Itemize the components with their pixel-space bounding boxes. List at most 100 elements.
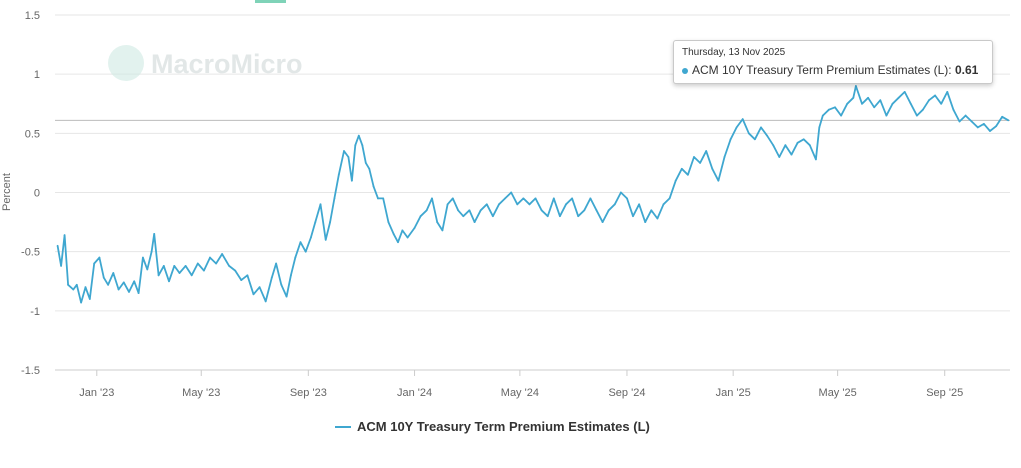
data-point bbox=[280, 283, 283, 286]
data-point bbox=[157, 274, 160, 277]
data-point bbox=[150, 250, 153, 253]
data-point bbox=[846, 102, 849, 105]
data-point bbox=[146, 268, 149, 271]
data-point bbox=[510, 191, 513, 194]
data-point bbox=[946, 91, 949, 93]
data-point bbox=[93, 262, 96, 265]
data-point bbox=[413, 227, 416, 229]
y-tick-label: 0 bbox=[34, 188, 40, 200]
data-point bbox=[528, 203, 531, 206]
data-point bbox=[552, 197, 555, 200]
data-point bbox=[354, 144, 357, 147]
data-point bbox=[855, 85, 857, 87]
data-point bbox=[711, 167, 714, 170]
data-point bbox=[56, 244, 59, 247]
data-point bbox=[133, 280, 136, 283]
data-point bbox=[964, 114, 967, 117]
data-point bbox=[173, 264, 176, 267]
data-point bbox=[814, 158, 817, 161]
data-point bbox=[387, 221, 390, 223]
data-point bbox=[821, 114, 824, 117]
data-point bbox=[686, 173, 689, 176]
data-point bbox=[891, 102, 894, 105]
data-point bbox=[350, 179, 353, 182]
data-point bbox=[699, 162, 701, 164]
data-point bbox=[498, 203, 500, 206]
data-point bbox=[102, 276, 105, 279]
data-point bbox=[401, 229, 404, 232]
legend-item-acm-10y[interactable]: ACM 10Y Treasury Term Premium Estimates … bbox=[335, 419, 650, 434]
data-point bbox=[940, 102, 943, 105]
data-point bbox=[128, 291, 130, 293]
data-point bbox=[589, 197, 592, 200]
data-point bbox=[275, 262, 278, 265]
data-point bbox=[747, 132, 750, 135]
data-point bbox=[468, 209, 471, 212]
y-axis-label: Percent bbox=[1, 173, 13, 211]
data-point bbox=[861, 102, 863, 105]
data-point bbox=[784, 144, 787, 147]
data-point bbox=[559, 215, 561, 218]
data-point bbox=[952, 108, 955, 111]
data-point bbox=[347, 156, 350, 158]
data-point bbox=[565, 203, 567, 206]
data-point bbox=[516, 203, 519, 206]
data-point bbox=[361, 144, 364, 147]
tooltip-row: ACM 10Y Treasury Term Premium Estimates … bbox=[682, 62, 984, 78]
data-point bbox=[995, 125, 997, 128]
data-point bbox=[425, 209, 428, 212]
data-point bbox=[970, 120, 973, 123]
data-point bbox=[252, 293, 255, 296]
data-point bbox=[680, 167, 683, 170]
data-point bbox=[462, 215, 465, 218]
x-tick-label: Sep '25 bbox=[926, 387, 963, 399]
data-point bbox=[982, 122, 985, 125]
data-point bbox=[153, 233, 156, 235]
data-point bbox=[796, 141, 799, 144]
tooltip-value: 0.61 bbox=[954, 63, 979, 77]
series-line-acm-10y[interactable] bbox=[56, 85, 1009, 304]
data-point bbox=[457, 209, 459, 212]
data-point bbox=[357, 134, 360, 137]
data-point bbox=[534, 197, 537, 200]
data-point bbox=[479, 209, 482, 212]
data-point bbox=[818, 126, 821, 129]
data-point bbox=[922, 108, 924, 111]
legend-line-icon bbox=[335, 425, 351, 428]
data-point bbox=[754, 138, 756, 141]
data-point bbox=[377, 197, 379, 200]
data-point bbox=[419, 215, 422, 218]
data-point bbox=[431, 197, 433, 200]
x-tick-label: Sep '23 bbox=[290, 387, 327, 399]
data-point bbox=[221, 253, 224, 255]
data-point bbox=[202, 269, 205, 272]
x-tick-label: May '23 bbox=[182, 387, 220, 399]
data-point bbox=[299, 241, 302, 244]
data-point bbox=[88, 298, 91, 300]
data-point bbox=[485, 203, 488, 206]
data-point bbox=[319, 203, 322, 206]
data-point bbox=[504, 197, 506, 200]
y-tick-label: 0.5 bbox=[25, 128, 40, 140]
x-tick-label: May '24 bbox=[501, 387, 539, 399]
data-point bbox=[778, 156, 781, 158]
data-point bbox=[270, 276, 273, 279]
data-point bbox=[674, 179, 677, 182]
data-point bbox=[717, 179, 720, 182]
data-point bbox=[67, 283, 69, 286]
y-tick-label: -1.5 bbox=[21, 365, 40, 377]
y-tick-label: 1.5 bbox=[25, 10, 40, 22]
data-point bbox=[873, 106, 876, 109]
x-axis-ticks: Jan '23 May '23 Sep '23 Jan '24 May '24 Sep '… bbox=[79, 370, 963, 399]
data-point bbox=[333, 197, 336, 200]
data-point bbox=[190, 274, 193, 277]
data-point bbox=[240, 279, 243, 281]
x-tick-label: May '25 bbox=[819, 387, 857, 399]
data-point bbox=[368, 167, 371, 170]
x-tick-label: Jan '23 bbox=[79, 387, 114, 399]
data-point bbox=[473, 221, 476, 223]
data-point bbox=[372, 185, 375, 188]
data-point bbox=[760, 126, 762, 129]
data-point bbox=[246, 274, 249, 277]
data-point bbox=[1007, 119, 1010, 122]
